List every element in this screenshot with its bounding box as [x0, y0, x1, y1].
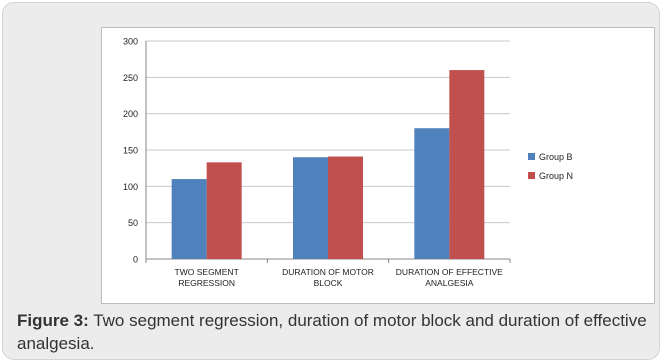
y-tick-label: 0 — [133, 255, 138, 265]
bar-group-n-3 — [449, 70, 485, 259]
chart-area: 0 50 100 150 200 250 300 TWO SEGMENT REGRESSION D… — [101, 27, 655, 304]
y-tick-label: 150 — [123, 146, 138, 156]
y-tick-label: 200 — [123, 109, 138, 119]
x-tick-label: BLOCK — [314, 278, 343, 288]
bar-group-n-1 — [206, 162, 242, 259]
x-tick-label: DURATION OF EFFECTIVE — [396, 267, 503, 277]
figure-frame: 0 50 100 150 200 250 300 TWO SEGMENT REGRESSION D… — [2, 2, 660, 360]
y-tick-label: 250 — [123, 73, 138, 83]
bar-group-n-2 — [328, 156, 363, 259]
bar-group-b-3 — [414, 128, 450, 259]
legend-label: Group N — [539, 171, 573, 181]
bar-group-b-2 — [293, 157, 328, 259]
caption-text: Two segment regression, duration of moto… — [17, 311, 647, 353]
x-tick-label: REGRESSION — [178, 278, 235, 288]
x-tick-label: DURATION OF MOTOR — [282, 267, 374, 277]
legend-swatch — [528, 153, 535, 160]
legend-swatch — [528, 172, 535, 179]
y-tick-label: 300 — [123, 37, 138, 47]
figure-caption: Figure 3: Two segment regression, durati… — [17, 309, 657, 355]
caption-label: Figure 3: — [17, 311, 89, 330]
bar-group-b-1 — [171, 179, 207, 259]
y-tick-label: 100 — [123, 182, 138, 192]
x-tick-label: ANALGESIA — [425, 278, 474, 288]
legend-label: Group B — [539, 152, 573, 162]
y-tick-label: 50 — [128, 218, 138, 228]
x-tick-label: TWO SEGMENT — [175, 267, 239, 277]
